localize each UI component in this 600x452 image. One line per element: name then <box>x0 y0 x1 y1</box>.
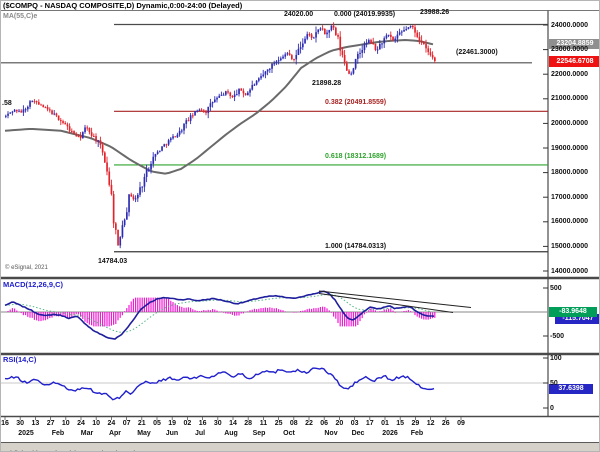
fib-382-label: 0.382 (20491.8559) <box>325 99 387 106</box>
last-price-badge: 22546.6708 <box>549 56 599 67</box>
ma-value-badge: 23204.8859 <box>549 39 599 49</box>
chart-title: ($COMPQ - NASDAQ COMPOSITE,D) Dynamic,0:… <box>3 1 243 10</box>
macd-value-badge: -83.9648 <box>549 307 597 317</box>
fib-618-label: 0.618 (18312.1689) <box>325 153 387 160</box>
publisher-text: Published by eSignal (www.esignal.com) <box>1 449 136 451</box>
truncated-pivot-label: .58 <box>2 100 12 107</box>
fib-100-label: 1.000 (14784.0313) <box>325 243 387 250</box>
pivot-low-label-apr: 14784.03 <box>98 258 128 265</box>
copyright-watermark: © eSignal, 2021 <box>5 265 48 271</box>
rsi-study-label: RSI(14,C) <box>3 355 37 364</box>
fib-0-label: 0.000 (24019.9935) <box>334 11 396 18</box>
pivot-high-label-jan: 23988.26 <box>420 9 450 16</box>
level-line-label: (22461.3000) <box>456 49 498 56</box>
pivot-high-label-oct: 24020.00 <box>284 11 314 18</box>
ma-study-label: MA(55,C)e <box>3 13 38 20</box>
publisher-bar: Published by eSignal (www.esignal.com) <box>1 442 599 451</box>
pivot-low-label-nov: 21898.28 <box>312 80 342 87</box>
macd-signal-badge: -115.7047 <box>555 314 599 324</box>
macd-study-label: MACD(12,26,9,C) <box>3 280 64 289</box>
rsi-value-badge: 37.6398 <box>549 384 593 394</box>
